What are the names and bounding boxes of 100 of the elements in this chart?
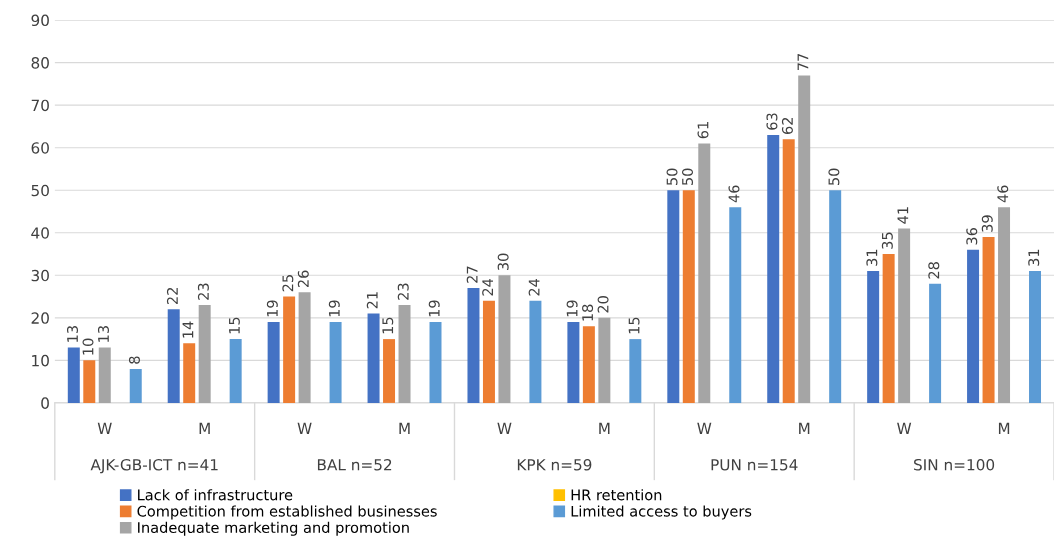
y-tick-label: 90 [31, 14, 49, 27]
y-tick-label: 10 [32, 354, 49, 367]
y-tick-label: 50 [31, 184, 49, 197]
x-tick-label: M [599, 422, 610, 434]
x-tick-label: W [697, 422, 712, 434]
bar [998, 207, 1011, 403]
y-tick-label: 30 [31, 269, 49, 282]
bar [882, 254, 895, 403]
data-label: 19 [266, 300, 278, 317]
bar [167, 309, 180, 403]
bar [467, 288, 480, 403]
x-tick-label: M [399, 422, 410, 434]
bar [767, 134, 780, 403]
bar [198, 305, 211, 403]
bar [229, 339, 242, 403]
data-label: 14 [182, 321, 194, 338]
text: BAL n=52 [317, 458, 392, 471]
data-label: 77 [797, 53, 809, 71]
bar [929, 283, 942, 403]
data-label: 50 [828, 168, 840, 185]
bar [629, 339, 642, 403]
data-label: 15 [229, 317, 240, 334]
legend-label: HR retention [571, 489, 662, 501]
bar [329, 322, 342, 403]
legend-label: Inadequate marketing and promotion [138, 521, 409, 536]
bar [667, 190, 680, 403]
bar [867, 271, 880, 403]
legend-label: Competition from established businesses [137, 505, 437, 520]
data-label: 19 [428, 300, 440, 317]
x-tick-label: W [497, 422, 512, 434]
x-tick-label: W [97, 422, 112, 434]
bar [298, 292, 311, 403]
bar [582, 326, 595, 403]
bar [698, 143, 711, 403]
data-label: 50 [666, 168, 678, 185]
data-label: 21 [366, 292, 378, 309]
data-label: 31 [866, 249, 878, 266]
data-label: 23 [397, 283, 409, 300]
legend-label: Lack of infrastructure [138, 489, 293, 501]
bar [1029, 271, 1042, 403]
data-label: 24 [482, 278, 493, 296]
data-label: 36 [966, 227, 978, 245]
data-label: 10 [82, 338, 94, 355]
y-tick-label: 80 [31, 57, 49, 69]
bar [67, 347, 80, 403]
y-tick-label: 20 [31, 312, 49, 324]
bar [729, 207, 742, 403]
text: KPK n=59 [517, 458, 592, 471]
bar [267, 322, 280, 403]
bar [498, 275, 511, 403]
data-label: 27 [466, 266, 478, 283]
data-label: 30 [497, 253, 509, 271]
data-label: 19 [566, 300, 578, 317]
data-label: 62 [781, 117, 793, 134]
bar [398, 305, 411, 403]
y-tick-label: 70 [31, 99, 49, 112]
bar [429, 322, 442, 403]
x-tick-label: M [799, 422, 810, 434]
bar [98, 347, 111, 403]
bar [567, 322, 580, 403]
data-label: 15 [382, 317, 394, 334]
text: SIN n=100 [914, 458, 995, 471]
y-tick-label: 60 [31, 142, 49, 154]
bar [482, 300, 495, 403]
bar [367, 313, 380, 403]
data-label: 23 [197, 283, 209, 300]
bar [898, 228, 911, 403]
data-label: 63 [766, 113, 778, 130]
bar [682, 190, 695, 403]
data-label: 50 [682, 168, 694, 185]
bar [967, 249, 980, 403]
data-label: 26 [297, 270, 309, 288]
data-label: 28 [928, 262, 940, 279]
x-tick-label: W [897, 422, 912, 434]
bar [129, 368, 142, 403]
data-label: 18 [582, 304, 594, 321]
data-label: 13 [66, 326, 79, 342]
bar [283, 296, 296, 403]
bar [598, 317, 611, 403]
x-tick-label: M [199, 422, 210, 434]
data-label: 46 [728, 185, 740, 203]
x-tick-label: M [998, 422, 1010, 434]
bar [829, 190, 842, 403]
x-tick-label: W [297, 422, 312, 434]
text: PUN n=154 [711, 459, 798, 471]
data-label: 15 [628, 317, 640, 334]
bar [183, 343, 196, 403]
data-label: 41 [897, 207, 909, 224]
data-label: 46 [997, 185, 1009, 203]
data-label: 22 [166, 288, 178, 305]
data-label: 31 [1028, 249, 1040, 266]
data-label: 25 [282, 275, 294, 292]
bar [83, 360, 96, 403]
bar [782, 139, 795, 403]
data-label: 39 [981, 215, 993, 232]
data-label: 8 [128, 356, 140, 364]
bar [383, 339, 396, 403]
data-label: 19 [328, 300, 340, 317]
y-tick-label: 0 [41, 397, 49, 409]
bar [798, 75, 811, 403]
